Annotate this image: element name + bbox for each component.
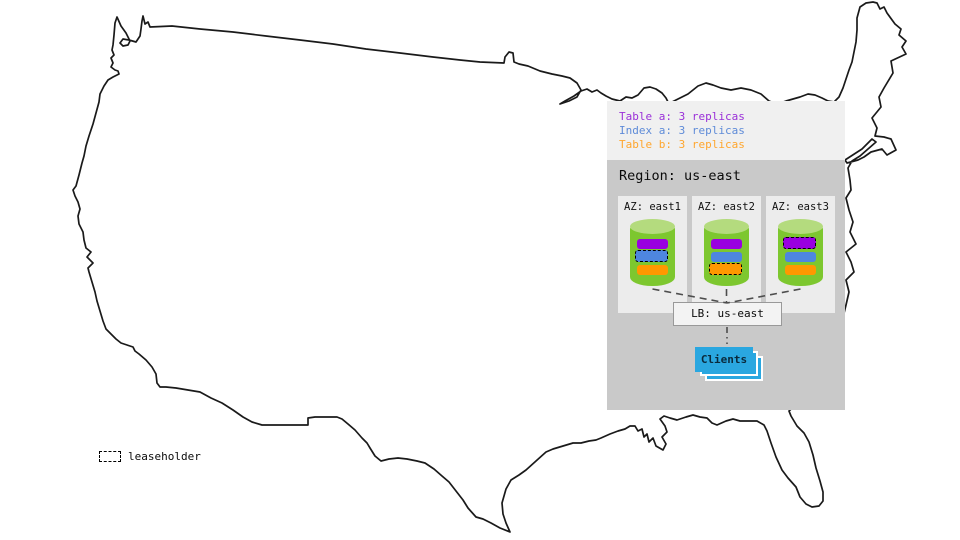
legend-item-table-b: Table b: 3 replicas <box>619 138 745 151</box>
database-cylinder <box>630 219 675 286</box>
az-row: AZ: east1 AZ: east2 AZ: east3 <box>618 196 835 313</box>
replica-bar-index-a <box>785 252 816 262</box>
clients-box: Clients <box>695 347 753 372</box>
replica-bar-table-a <box>711 239 742 249</box>
leaseholder-key-label: leaseholder <box>128 450 201 463</box>
replica-bar-table-b <box>637 265 668 275</box>
replica-bar-table-a <box>637 239 668 249</box>
replica-bar-table-b <box>785 265 816 275</box>
az-box: AZ: east3 <box>766 196 835 313</box>
az-box: AZ: east2 <box>692 196 761 313</box>
database-cylinder <box>704 219 749 286</box>
leaseholder-key: leaseholder <box>99 450 201 463</box>
replica-bar-table-a-leaseholder <box>783 237 816 249</box>
az-label: AZ: east3 <box>772 201 829 213</box>
legend-item-table-a: Table a: 3 replicas <box>619 110 745 123</box>
region-box: Region: us-east AZ: east1 AZ: east2 AZ: ea… <box>607 160 845 410</box>
replica-bar-index-a <box>711 252 742 262</box>
legend-item-index-a: Index a: 3 replicas <box>619 124 745 137</box>
region-panel: Table a: 3 replicas Index a: 3 replicas Ta… <box>607 101 845 410</box>
replica-bar-index-a-leaseholder <box>635 250 668 262</box>
replica-legend: Table a: 3 replicas Index a: 3 replicas Ta… <box>607 101 845 160</box>
database-cylinder <box>778 219 823 286</box>
az-label: AZ: east2 <box>698 201 755 213</box>
az-label: AZ: east1 <box>624 201 681 213</box>
replica-bar-table-b-leaseholder <box>709 263 742 275</box>
region-title: Region: us-east <box>619 168 741 184</box>
clients-stack: Clients <box>695 347 765 384</box>
az-box: AZ: east1 <box>618 196 687 313</box>
load-balancer-box: LB: us-east <box>673 302 782 326</box>
leaseholder-swatch-icon <box>99 451 121 462</box>
